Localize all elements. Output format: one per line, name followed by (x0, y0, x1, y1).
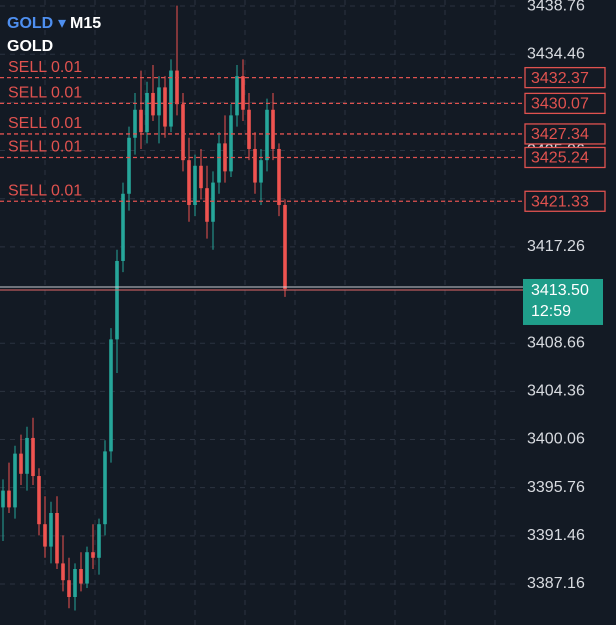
candle-body (127, 137, 131, 194)
candle-body (85, 552, 89, 584)
candle-body (229, 115, 233, 172)
candle-body (103, 451, 107, 525)
order-price-box (524, 92, 606, 115)
bar-timer: 12:59 (531, 303, 571, 320)
order-price-box (524, 146, 606, 169)
order-label: SELL 0.01 (8, 115, 82, 132)
y-tick-label: 3395.76 (527, 479, 585, 496)
order-label: SELL 0.01 (8, 182, 82, 199)
candle-body (193, 165, 197, 205)
symbol-dropdown-icon[interactable]: ▾ (58, 15, 66, 32)
order-label: SELL 0.01 (8, 139, 82, 156)
order-price: 3430.07 (531, 96, 589, 113)
candle-body (253, 148, 257, 183)
y-tick-label: 3408.66 (527, 334, 585, 351)
candle-body (241, 76, 245, 110)
y-tick-label: 3391.46 (527, 527, 585, 544)
candle-body (259, 160, 263, 183)
candle-body (163, 87, 167, 127)
order-price: 3425.24 (531, 150, 589, 167)
candle-body (109, 339, 113, 452)
order-price: 3427.34 (531, 126, 589, 143)
candle-body (19, 453, 23, 474)
candle-body (25, 437, 29, 474)
candle-body (151, 92, 155, 116)
candle-body (121, 193, 125, 261)
candle-body (61, 563, 65, 581)
candle-body (133, 109, 137, 138)
y-tick-label: 3387.16 (527, 575, 585, 592)
candle-body (97, 524, 101, 558)
candle-body (91, 552, 95, 558)
candle-body (181, 104, 185, 161)
order-price-box (524, 123, 606, 145)
candle-body (31, 437, 35, 477)
candle-body (55, 512, 59, 564)
candle-body (115, 260, 119, 340)
vertical-grid (44, 0, 496, 625)
candle-body (211, 182, 215, 222)
candle-body (187, 160, 191, 205)
candle-body (13, 453, 17, 508)
y-tick-label: 3417.26 (527, 238, 585, 255)
candle-body (199, 165, 203, 189)
y-tick-label: 3400.06 (527, 431, 585, 448)
candle-body (79, 568, 83, 584)
candle-body (217, 143, 221, 183)
candle-body (277, 148, 281, 205)
order-price-box (524, 190, 606, 212)
bid-price: 3413.50 (531, 282, 589, 299)
candle-body (265, 109, 269, 161)
candle-body (1, 490, 5, 508)
symbol-description: GOLD (7, 38, 53, 55)
order-price: 3432.37 (531, 70, 589, 87)
bid-price-box (523, 278, 603, 325)
y-tick-label: 3434.46 (527, 45, 585, 62)
candle-body (175, 70, 179, 105)
symbol[interactable]: GOLD (7, 15, 53, 32)
candle-body (271, 109, 275, 149)
candle-body (139, 109, 143, 133)
order-price-box (524, 66, 606, 89)
order-label: SELL 0.01 (8, 85, 82, 102)
candle-body (157, 87, 161, 116)
candle-body (145, 92, 149, 133)
order-price: 3421.33 (531, 193, 589, 210)
candle-body (7, 490, 11, 508)
candle-body (169, 70, 173, 127)
candle-body (73, 568, 77, 597)
candle-body (49, 512, 53, 547)
candle-body (235, 76, 239, 116)
timeframe[interactable]: M15 (70, 15, 101, 32)
candle-body (43, 524, 47, 547)
candle-body (205, 188, 209, 222)
y-tick-label: 3438.76 (527, 0, 585, 14)
order-label: SELL 0.01 (8, 59, 82, 76)
y-tick-label: 3404.36 (527, 383, 585, 400)
candle-body (247, 109, 251, 149)
candle-body (67, 580, 71, 597)
candle-body (37, 476, 41, 525)
candle-body (283, 204, 287, 289)
